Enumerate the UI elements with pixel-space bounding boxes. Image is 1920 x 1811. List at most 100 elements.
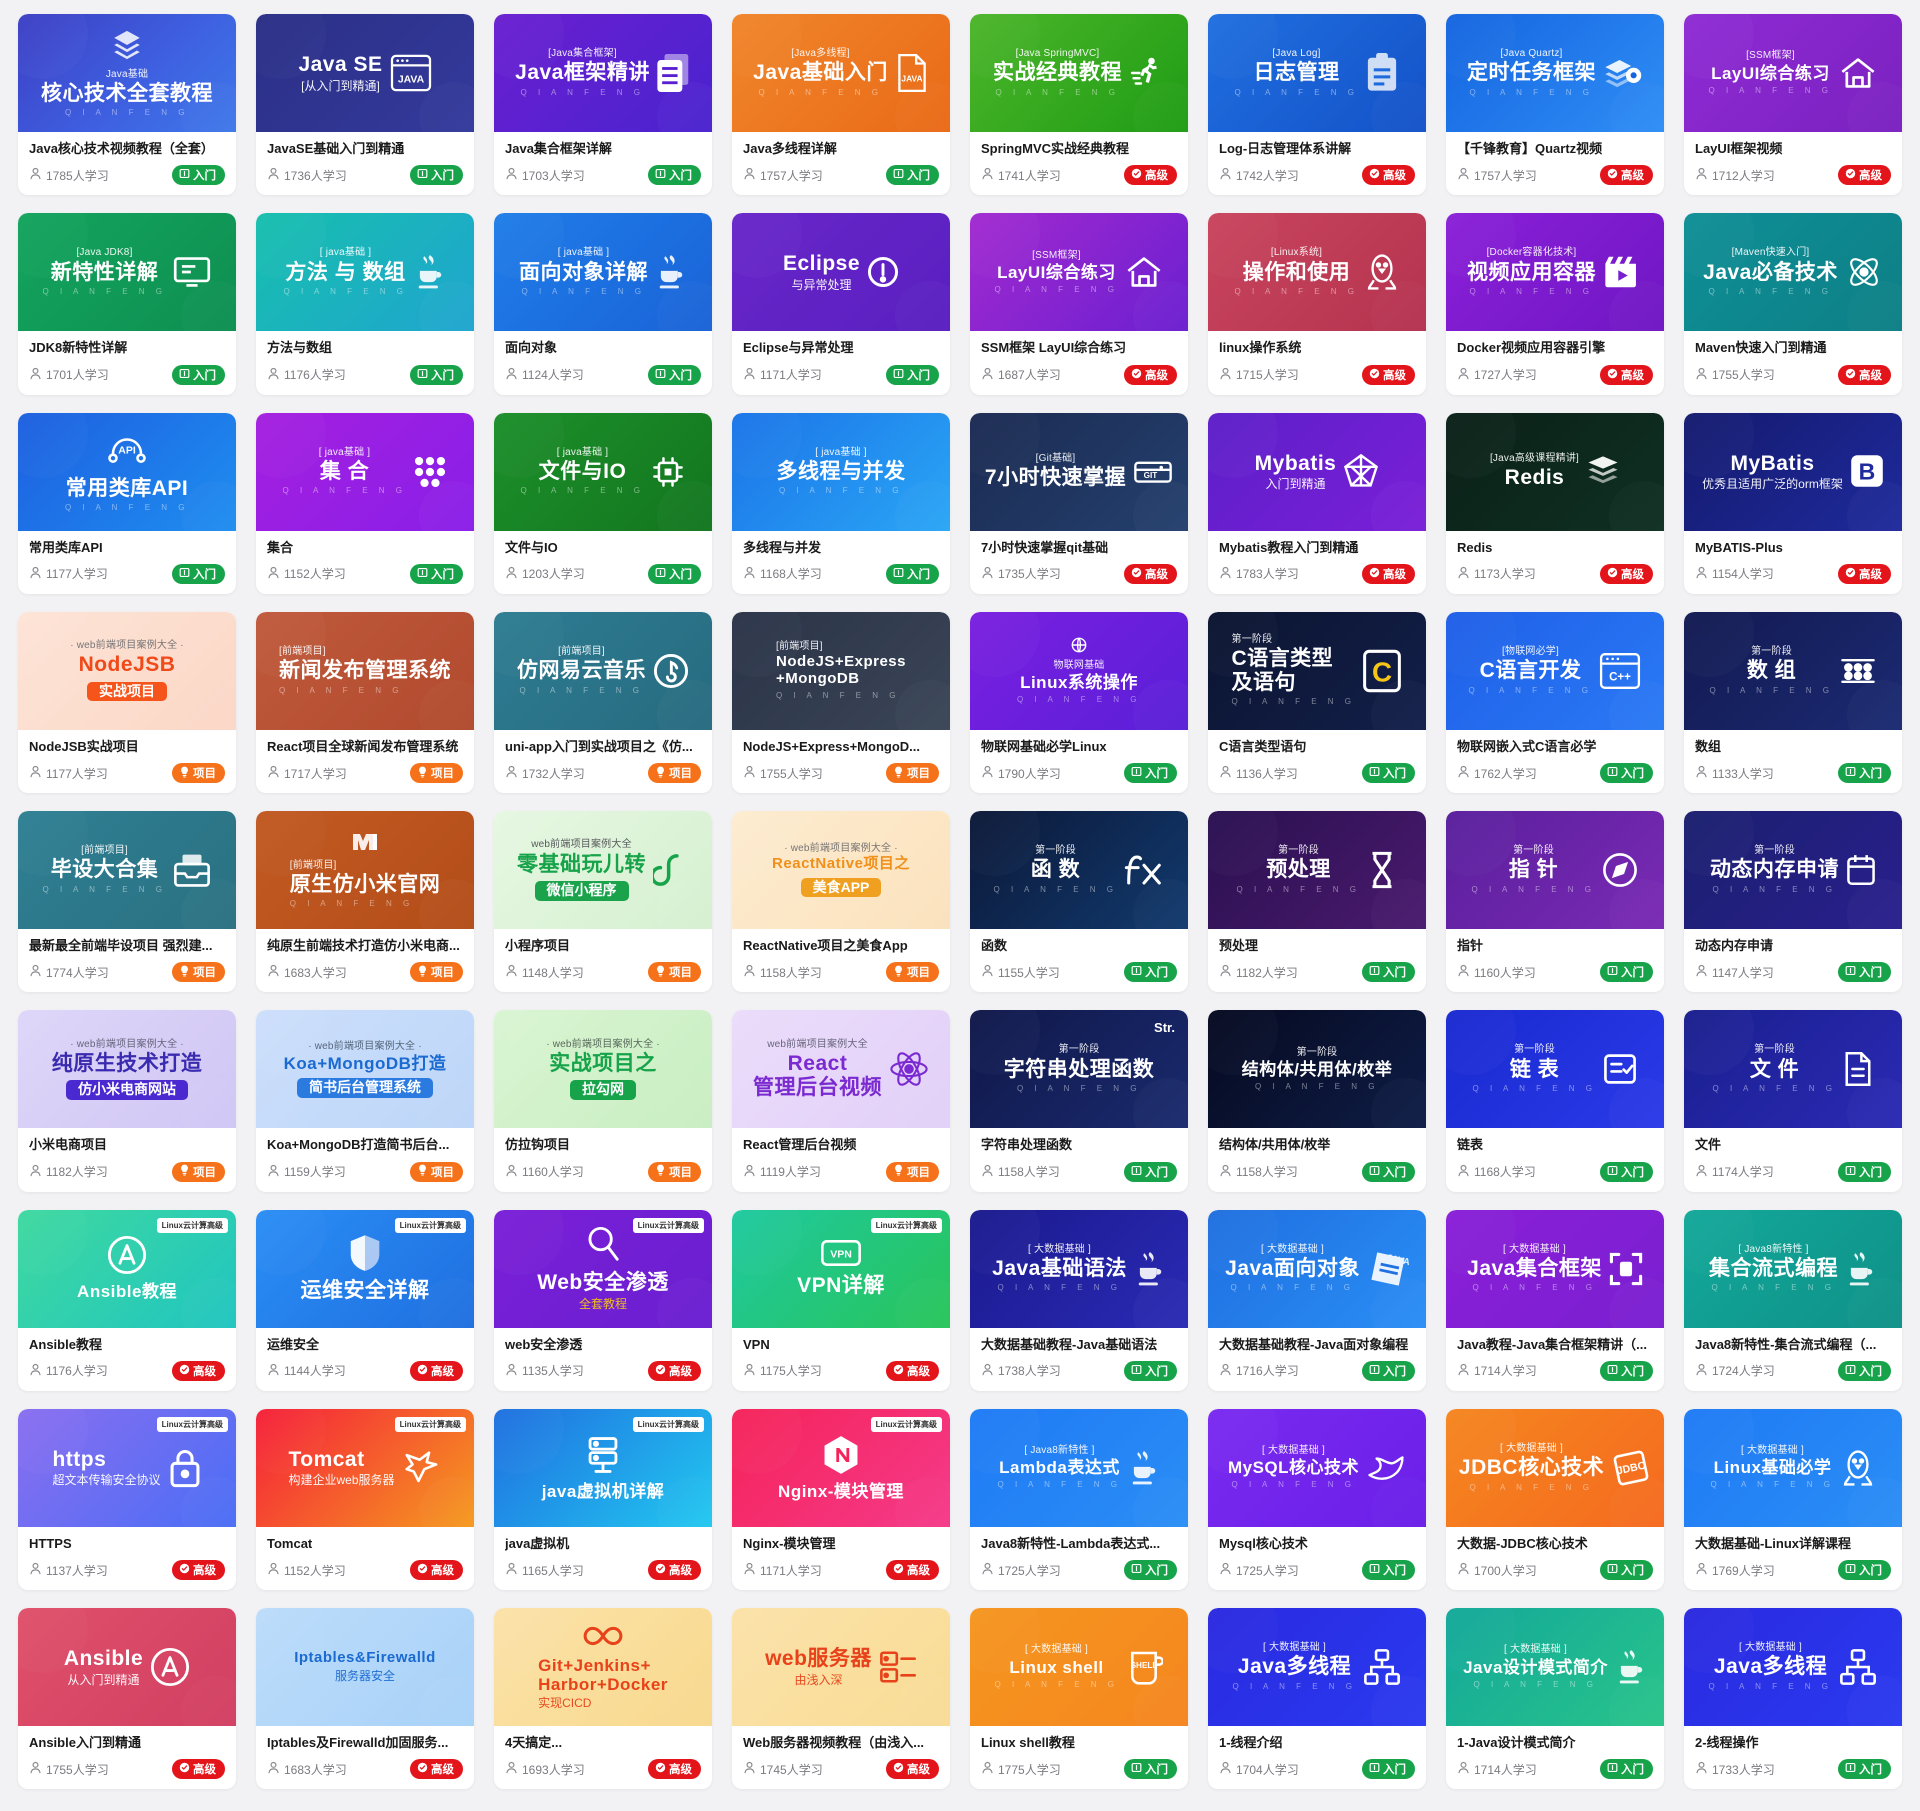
course-card[interactable]: [前端项目] 毕设大合集 Q I A N F E N G 最新最全前端毕设项目 强烈建… xyxy=(18,811,236,993)
course-card[interactable]: 第一阶段指 针 Q I A N F E N G 指针 1160人学习 入门 xyxy=(1446,811,1664,993)
course-title[interactable]: Java多线程详解 xyxy=(743,141,837,156)
course-cover[interactable]: Linux云计算高级 https 超文本传输安全协议 xyxy=(18,1408,236,1527)
course-cover[interactable]: [前端项目] 原生仿小米官网 Q I A N F E N G xyxy=(256,811,474,929)
course-cover[interactable]: [Java Quartz] 定时任务框架 Q I A N F E N G xyxy=(1446,14,1664,132)
course-title[interactable]: 指针 xyxy=(1457,938,1484,953)
course-card[interactable]: [Linux系统] 操作和使用 Q I A N F E N G linux操作系统 17… xyxy=(1208,213,1426,395)
course-card[interactable]: · web前端项目案例大全 · NodeJSB 实战项目 NodeJSB实战项目 117… xyxy=(18,611,236,793)
course-card[interactable]: 第一阶段链 表 Q I A N F E N G 链表 1168人学习 入门 xyxy=(1446,1010,1664,1192)
course-title[interactable]: 函数 xyxy=(981,938,1008,953)
course-cover[interactable]: Java SE [从入门到精通] JAVA xyxy=(256,14,474,132)
course-cover[interactable]: [ java基础 ] 文件与IO Q I A N F E N G xyxy=(494,412,712,531)
course-title[interactable]: Maven快速入门到精通 xyxy=(1695,340,1827,356)
course-card[interactable]: Eclipse 与异常处理 Eclipse与异常处理 1171人学习 入门 xyxy=(732,213,950,395)
course-card[interactable]: Ansible 从入门到精通 Ansible入门到精通 1755人学习 高级 xyxy=(18,1608,236,1790)
course-cover[interactable]: 第一阶段指 针 Q I A N F E N G xyxy=(1446,811,1664,929)
course-title[interactable]: 大数据-JDBC核心技术 xyxy=(1457,1535,1588,1551)
course-cover[interactable]: Linux云计算高级 Nginx-模块管理 xyxy=(732,1408,950,1527)
course-cover[interactable]: Linux云计算高级 Ansible教程 xyxy=(18,1209,236,1328)
course-card[interactable]: [前端项目] 原生仿小米官网 Q I A N F E N G 纯原生前端技术打造仿小米… xyxy=(256,811,474,993)
course-title[interactable]: 【千锋教育】Quartz视频 xyxy=(1457,141,1603,156)
course-cover[interactable]: Linux云计算高级 Web安全渗透 全套教程 xyxy=(494,1209,712,1328)
course-title[interactable]: 纯原生前端技术打造仿小米电商... xyxy=(267,938,460,953)
course-card[interactable]: [ 大数据基础 ] MySQL核心技术 Q I A N F E N G Mysql核心… xyxy=(1208,1408,1426,1590)
course-title[interactable]: 仿拉钩项目 xyxy=(505,1137,571,1153)
course-title[interactable]: LayUI框架视频 xyxy=(1695,141,1783,156)
course-card[interactable]: Linux云计算高级 运维安全详解 运维安全 1144人学习 高级 xyxy=(256,1209,474,1391)
course-cover[interactable]: [Maven快速入门] Java必备技术 Q I A N F E N G xyxy=(1684,213,1902,332)
course-cover[interactable]: [SSM框架] LayUI综合练习 Q I A N F E N G xyxy=(1684,14,1902,132)
course-card[interactable]: Linux云计算高级 Web安全渗透 全套教程 web安全渗透 1135人学习 高级 xyxy=(494,1209,712,1391)
course-card[interactable]: Java基础 核心技术全套教程 Q I A N F E N G Java核心技术视频教… xyxy=(18,14,236,196)
course-card[interactable]: web服务器 由浅入深 Web服务器视频教程（由浅入... 1745人学习 高级 xyxy=(732,1608,950,1790)
course-title[interactable]: 1-Java设计模式简介 xyxy=(1457,1735,1576,1750)
course-cover[interactable]: [ 大数据基础 ] Java多线程 Q I A N F E N G xyxy=(1208,1608,1426,1726)
course-card[interactable]: 第一阶段 预处理 Q I A N F E N G 预处理 1182人学习 入门 xyxy=(1208,811,1426,993)
course-title[interactable]: VPN xyxy=(743,1336,770,1352)
course-cover[interactable]: API 常用类库API Q I A N F E N G xyxy=(18,412,236,531)
course-card[interactable]: [Maven快速入门] Java必备技术 Q I A N F E N G Maven快… xyxy=(1684,213,1902,395)
course-title[interactable]: Docker视频应用容器引擎 xyxy=(1457,340,1606,356)
course-card[interactable]: [ 大数据基础 ] Java面向对象 Q I A N F E N G JAVA 大数据基… xyxy=(1208,1209,1426,1391)
course-cover[interactable]: [物联网必学] C语言开发 Q I A N F E N G C++ xyxy=(1446,611,1664,730)
course-card[interactable]: [ 大数据基础 ] Java基础语法 Q I A N F E N G 大数据基础教程-… xyxy=(970,1209,1188,1391)
course-card[interactable]: [Java多线程] Java基础入门 Q I A N F E N G JAVA Java… xyxy=(732,14,950,196)
course-cover[interactable]: Linux云计算高级 VPN VPN详解 xyxy=(732,1209,950,1328)
course-cover[interactable]: 第一阶段函 数 Q I A N F E N G xyxy=(970,811,1188,929)
course-title[interactable]: 大数据基础教程-Java基础语法 xyxy=(981,1336,1158,1352)
course-cover[interactable]: 第一阶段链 表 Q I A N F E N G xyxy=(1446,1010,1664,1129)
course-card[interactable]: [ java基础 ] 方法 与 数组 Q I A N F E N G 方法与数组 117… xyxy=(256,213,474,395)
course-card[interactable]: web前端项目案例大全 React 管理后台视频 React管理后台视频 1119人学习… xyxy=(732,1010,950,1192)
course-cover[interactable]: 第一阶段 C语言类型 及语句 Q I A N F E N G C xyxy=(1208,611,1426,730)
course-title[interactable]: 大数据基础教程-Java面对象编程 xyxy=(1219,1336,1409,1352)
course-card[interactable]: Git+Jenkins+ Harbor+Docker 实现CICD 4天搞定... 16… xyxy=(494,1608,712,1790)
course-card[interactable]: Linux云计算高级 Tomcat 构建企业web服务器 Tomcat 1152人学习 高… xyxy=(256,1408,474,1590)
course-card[interactable]: Linux云计算高级 VPN VPN详解 VPN 1175人学习 高级 xyxy=(732,1209,950,1391)
course-card[interactable]: [ 大数据基础 ] Java设计模式简介 Q I A N F E N G 1-Java… xyxy=(1446,1608,1664,1790)
course-cover[interactable]: [SSM框架] LayUI综合练习 Q I A N F E N G xyxy=(970,213,1188,332)
course-cover[interactable]: [Java JDK8] 新特性详解 Q I A N F E N G xyxy=(18,213,236,332)
course-title[interactable]: 小程序项目 xyxy=(505,938,571,953)
course-card[interactable]: API 常用类库API Q I A N F E N G 常用类库API 1177人学习 入… xyxy=(18,412,236,594)
course-title[interactable]: 数组 xyxy=(1695,738,1722,754)
course-cover[interactable]: [ 大数据基础 ] Java设计模式简介 Q I A N F E N G xyxy=(1446,1608,1664,1726)
course-title[interactable]: MyBATIS-Plus xyxy=(1695,539,1783,555)
course-title[interactable]: 结构体/共用体/枚举 xyxy=(1219,1137,1331,1153)
course-title[interactable]: Linux shell教程 xyxy=(981,1735,1075,1750)
course-cover[interactable]: web服务器 由浅入深 xyxy=(732,1608,950,1726)
course-title[interactable]: linux操作系统 xyxy=(1219,340,1302,356)
course-cover[interactable]: [ 大数据基础 ] JDBC核心技术 Q I A N F E N G JDBC xyxy=(1446,1408,1664,1527)
course-title[interactable]: 大数据基础-Linux详解课程 xyxy=(1695,1535,1851,1551)
course-cover[interactable]: [ 大数据基础 ] Java基础语法 Q I A N F E N G xyxy=(970,1209,1188,1328)
course-title[interactable]: JDK8新特性详解 xyxy=(29,340,128,356)
course-card[interactable]: [Java Log] 日志管理 Q I A N F E N G Log-日志管理体系讲… xyxy=(1208,14,1426,196)
course-card[interactable]: [Java集合框架] Java框架精讲 Q I A N F E N G Java集合框… xyxy=(494,14,712,196)
course-card[interactable]: [物联网必学] C语言开发 Q I A N F E N G C++ 物联网嵌入式C语言必… xyxy=(1446,611,1664,793)
course-card[interactable]: [Java SpringMVC] 实战经典教程 Q I A N F E N G Spr… xyxy=(970,14,1188,196)
course-title[interactable]: React项目全球新闻发布管理系统 xyxy=(267,738,459,754)
course-cover[interactable]: 第一阶段文 件 Q I A N F E N G xyxy=(1684,1010,1902,1129)
course-cover[interactable]: Ansible 从入门到精通 xyxy=(18,1608,236,1726)
course-title[interactable]: 链表 xyxy=(1457,1137,1484,1153)
course-title[interactable]: 文件与IO xyxy=(505,539,558,555)
course-cover[interactable]: [ Java8新特性 ] 集合流式编程 Q I A N F E N G xyxy=(1684,1209,1902,1328)
course-cover[interactable]: [Docker容器化技术] 视频应用容器 Q I A N F E N G xyxy=(1446,213,1664,332)
course-cover[interactable]: · web前端项目案例大全 · Koa+MongoDB打造 简书后台管理系统 xyxy=(256,1010,474,1129)
course-cover[interactable]: 第一阶段数 组 Q I A N F E N G xyxy=(1684,611,1902,730)
course-title[interactable]: Java教程-Java集合框架精讲（... xyxy=(1457,1336,1648,1352)
course-card[interactable]: [ Java8新特性 ] 集合流式编程 Q I A N F E N G Java8新特… xyxy=(1684,1209,1902,1391)
course-title[interactable]: 运维安全 xyxy=(267,1336,320,1352)
course-card[interactable]: [前端项目] NodeJS+Express +MongoDB Q I A N F E … xyxy=(732,611,950,793)
course-card[interactable]: 第一阶段函 数 Q I A N F E N G 函数 1155人学习 入门 xyxy=(970,811,1188,993)
course-card[interactable]: 第一阶段 C语言类型 及语句 Q I A N F E N G C C语言类型语句 1136人… xyxy=(1208,611,1426,793)
course-title[interactable]: Iptables及Firewalld加固服务... xyxy=(267,1735,449,1750)
course-title[interactable]: Java集合框架详解 xyxy=(505,141,612,156)
course-title[interactable]: 小米电商项目 xyxy=(29,1137,108,1153)
course-title[interactable]: Web服务器视频教程（由浅入... xyxy=(743,1735,925,1750)
course-cover[interactable]: Git+Jenkins+ Harbor+Docker 实现CICD xyxy=(494,1608,712,1726)
course-cover[interactable]: [Java多线程] Java基础入门 Q I A N F E N G JAVA xyxy=(732,14,950,132)
course-title[interactable]: 动态内存申请 xyxy=(1695,938,1774,953)
course-title[interactable]: Redis xyxy=(1457,539,1493,555)
course-card[interactable]: [Java Quartz] 定时任务框架 Q I A N F E N G 【千锋教育】… xyxy=(1446,14,1664,196)
course-card[interactable]: MyBatis 优秀且适用广泛的orm框架 B MyBATIS-Plus 1154人学习… xyxy=(1684,412,1902,594)
